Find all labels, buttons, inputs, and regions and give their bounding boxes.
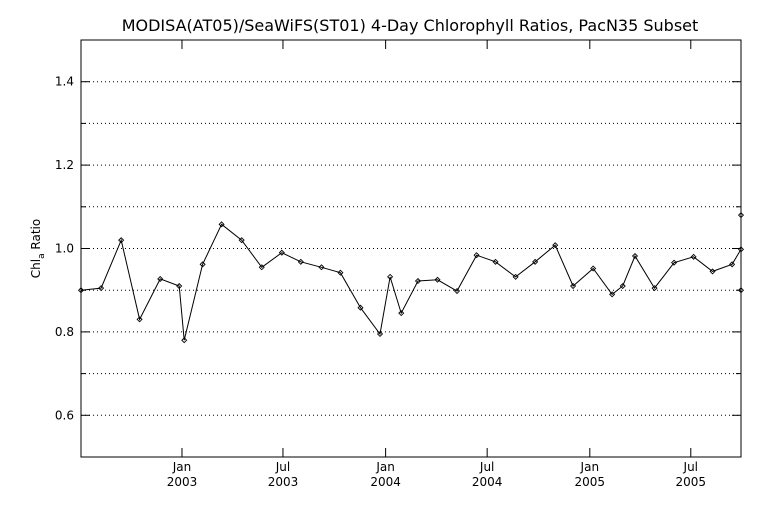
data-point: [258, 264, 265, 271]
plot-frame: [80, 39, 742, 458]
data-point: [651, 285, 658, 292]
y-axis-label-suffix: Ratio: [29, 219, 43, 254]
x-tick-label-month: Jul: [683, 460, 698, 474]
data-point: [671, 259, 678, 266]
y-tick-label: 0.8: [55, 325, 74, 339]
data-point: [737, 287, 745, 294]
data-point: [238, 237, 245, 244]
x-tick-label-year: 2003: [268, 475, 299, 489]
data-point: [492, 258, 499, 265]
x-tick-label-year: 2004: [472, 475, 503, 489]
data-point: [376, 330, 384, 338]
x-tick-label-year: 2004: [370, 475, 401, 489]
data-point: [181, 337, 188, 344]
y-axis-label-base: Chl: [29, 259, 43, 278]
x-tick-label-month: Jul: [275, 460, 290, 474]
data-point: [690, 253, 697, 260]
chart-title: MODISA(AT05)/SeaWiFS(ST01) 4-Day Chlorop…: [122, 16, 699, 35]
y-tick-label: 1.0: [55, 242, 74, 256]
data-point: [176, 282, 183, 290]
y-axis-label: Chla Ratio: [29, 219, 47, 278]
data-point: [570, 282, 577, 290]
data-point: [398, 310, 405, 317]
data-point: [737, 246, 745, 253]
x-tick-label-year: 2003: [167, 475, 198, 489]
data-point: [532, 258, 539, 265]
data-point: [118, 237, 125, 244]
y-tick-label: 0.6: [55, 408, 74, 422]
x-axis: Jan2003Jul2003Jan2004Jul2004Jan2005Jul20…: [167, 40, 706, 489]
data-point: [199, 261, 206, 268]
y-tick-label: 1.4: [55, 75, 74, 89]
data-point: [631, 252, 639, 260]
data-point: [157, 275, 164, 282]
data-point: [414, 277, 422, 285]
x-tick-label-month: Jan: [580, 460, 600, 474]
data-point: [552, 242, 559, 249]
data-point: [297, 258, 304, 265]
data-point: [98, 285, 105, 292]
data-point: [337, 269, 344, 276]
data-point: [609, 291, 616, 298]
data-point: [77, 287, 85, 294]
data-point: [729, 261, 736, 268]
y-axis-label-subscript: a: [37, 253, 47, 259]
data-point: [278, 249, 285, 256]
x-tick-label-year: 2005: [676, 475, 707, 489]
series-line: [80, 215, 742, 341]
data-point: [590, 265, 597, 272]
data-point: [453, 287, 461, 295]
data-point: [318, 264, 325, 271]
data-point: [357, 304, 364, 311]
data-point: [619, 282, 626, 290]
data-point: [473, 252, 480, 259]
data-point: [512, 273, 519, 280]
data-point: [434, 276, 441, 283]
y-tick-label: 1.2: [55, 158, 74, 172]
data-point: [709, 268, 716, 275]
x-tick-label-month: Jul: [479, 460, 494, 474]
data-point: [737, 212, 745, 219]
series-layer: [77, 212, 745, 344]
y-axis: 0.6 0.8 1.0 1.2 1.4: [55, 75, 741, 422]
data-point: [136, 316, 143, 323]
data-point: [218, 221, 225, 228]
x-tick-label-month: Jan: [375, 460, 395, 474]
grid-layer: [81, 81, 741, 416]
x-tick-label-year: 2005: [575, 475, 606, 489]
data-point: [387, 273, 394, 280]
x-tick-label-month: Jan: [172, 460, 192, 474]
